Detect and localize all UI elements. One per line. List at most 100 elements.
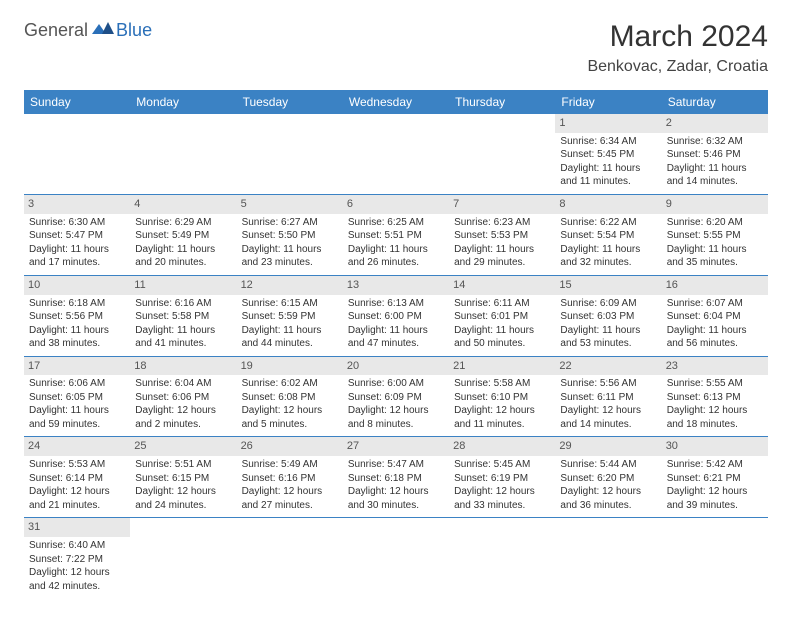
day-number: 19	[237, 357, 343, 376]
sunrise-text: Sunrise: 6:04 AM	[135, 377, 231, 391]
sunrise-text: Sunrise: 6:25 AM	[348, 216, 444, 230]
sunset-text: Sunset: 6:19 PM	[454, 472, 550, 486]
day-number: 24	[24, 437, 130, 456]
sunrise-text: Sunrise: 6:07 AM	[667, 297, 763, 311]
calendar-cell: 4 Sunrise: 6:29 AMSunset: 5:49 PMDaylight…	[130, 194, 236, 275]
sunset-text: Sunset: 5:49 PM	[135, 229, 231, 243]
daylight-text: Daylight: 11 hours and 41 minutes.	[135, 324, 231, 351]
sunrise-text: Sunrise: 6:20 AM	[667, 216, 763, 230]
sunset-text: Sunset: 5:59 PM	[242, 310, 338, 324]
calendar-cell: 31Sunrise: 6:40 AMSunset: 7:22 PMDayligh…	[24, 518, 130, 598]
sunset-text: Sunset: 5:54 PM	[560, 229, 656, 243]
calendar-cell: 29Sunrise: 5:44 AMSunset: 6:20 PMDayligh…	[555, 437, 661, 518]
calendar-cell: 15Sunrise: 6:09 AMSunset: 6:03 PMDayligh…	[555, 275, 661, 356]
calendar-cell: 5 Sunrise: 6:27 AMSunset: 5:50 PMDaylight…	[237, 194, 343, 275]
sunset-text: Sunset: 5:56 PM	[29, 310, 125, 324]
sunrise-text: Sunrise: 6:22 AM	[560, 216, 656, 230]
calendar-cell	[237, 114, 343, 194]
day-number: 1	[555, 114, 661, 133]
sunset-text: Sunset: 6:03 PM	[560, 310, 656, 324]
daylight-text: Daylight: 11 hours and 20 minutes.	[135, 243, 231, 270]
calendar-row: 24Sunrise: 5:53 AMSunset: 6:14 PMDayligh…	[24, 437, 768, 518]
calendar-cell: 11 Sunrise: 6:16 AMSunset: 5:58 PMDayligh…	[130, 275, 236, 356]
sunset-text: Sunset: 6:13 PM	[667, 391, 763, 405]
weekday-saturday: Saturday	[662, 90, 768, 114]
day-number: 14	[449, 276, 555, 295]
sunrise-text: Sunrise: 5:45 AM	[454, 458, 550, 472]
daylight-text: Daylight: 12 hours and 27 minutes.	[242, 485, 338, 512]
daylight-text: Daylight: 11 hours and 23 minutes.	[242, 243, 338, 270]
flag-icon	[92, 20, 114, 41]
sunset-text: Sunset: 5:45 PM	[560, 148, 656, 162]
sunrise-text: Sunrise: 6:32 AM	[667, 135, 763, 149]
calendar-cell: 3Sunrise: 6:30 AMSunset: 5:47 PMDaylight…	[24, 194, 130, 275]
sunset-text: Sunset: 5:51 PM	[348, 229, 444, 243]
calendar-cell	[130, 518, 236, 598]
calendar-cell: 9Sunrise: 6:20 AMSunset: 5:55 PMDaylight…	[662, 194, 768, 275]
weekday-monday: Monday	[130, 90, 236, 114]
sunset-text: Sunset: 6:11 PM	[560, 391, 656, 405]
calendar-cell: 2Sunrise: 6:32 AMSunset: 5:46 PMDaylight…	[662, 114, 768, 194]
sunset-text: Sunset: 5:53 PM	[454, 229, 550, 243]
daylight-text: Daylight: 11 hours and 50 minutes.	[454, 324, 550, 351]
daylight-text: Daylight: 11 hours and 44 minutes.	[242, 324, 338, 351]
sunrise-text: Sunrise: 6:16 AM	[135, 297, 231, 311]
daylight-text: Daylight: 12 hours and 30 minutes.	[348, 485, 444, 512]
calendar-cell	[555, 518, 661, 598]
calendar-cell: 12Sunrise: 6:15 AMSunset: 5:59 PMDayligh…	[237, 275, 343, 356]
day-number: 2	[662, 114, 768, 133]
weekday-wednesday: Wednesday	[343, 90, 449, 114]
sunset-text: Sunset: 5:50 PM	[242, 229, 338, 243]
day-number: 5	[237, 195, 343, 214]
sunset-text: Sunset: 6:00 PM	[348, 310, 444, 324]
sunrise-text: Sunrise: 6:40 AM	[29, 539, 125, 553]
sunset-text: Sunset: 5:46 PM	[667, 148, 763, 162]
calendar-cell: 8Sunrise: 6:22 AMSunset: 5:54 PMDaylight…	[555, 194, 661, 275]
sunrise-text: Sunrise: 5:53 AM	[29, 458, 125, 472]
day-number: 12	[237, 276, 343, 295]
weekday-sunday: Sunday	[24, 90, 130, 114]
calendar-cell: 30Sunrise: 5:42 AMSunset: 6:21 PMDayligh…	[662, 437, 768, 518]
sunset-text: Sunset: 6:04 PM	[667, 310, 763, 324]
calendar-row: 3Sunrise: 6:30 AMSunset: 5:47 PMDaylight…	[24, 194, 768, 275]
calendar-cell: 13Sunrise: 6:13 AMSunset: 6:00 PMDayligh…	[343, 275, 449, 356]
day-number: 6	[343, 195, 449, 214]
daylight-text: Daylight: 12 hours and 11 minutes.	[454, 404, 550, 431]
sunrise-text: Sunrise: 5:44 AM	[560, 458, 656, 472]
daylight-text: Daylight: 12 hours and 18 minutes.	[667, 404, 763, 431]
day-number: 13	[343, 276, 449, 295]
day-number: 11	[130, 276, 236, 295]
daylight-text: Daylight: 12 hours and 8 minutes.	[348, 404, 444, 431]
calendar-cell: 7Sunrise: 6:23 AMSunset: 5:53 PMDaylight…	[449, 194, 555, 275]
day-number: 28	[449, 437, 555, 456]
daylight-text: Daylight: 12 hours and 42 minutes.	[29, 566, 125, 593]
calendar-row: 1Sunrise: 6:34 AMSunset: 5:45 PMDaylight…	[24, 114, 768, 194]
sunrise-text: Sunrise: 6:13 AM	[348, 297, 444, 311]
daylight-text: Daylight: 12 hours and 33 minutes.	[454, 485, 550, 512]
daylight-text: Daylight: 12 hours and 5 minutes.	[242, 404, 338, 431]
daylight-text: Daylight: 11 hours and 59 minutes.	[29, 404, 125, 431]
day-number: 20	[343, 357, 449, 376]
location-label: Benkovac, Zadar, Croatia	[587, 58, 768, 76]
sunset-text: Sunset: 6:01 PM	[454, 310, 550, 324]
sunrise-text: Sunrise: 6:29 AM	[135, 216, 231, 230]
calendar-cell: 23Sunrise: 5:55 AMSunset: 6:13 PMDayligh…	[662, 356, 768, 437]
logo-text-general: General	[24, 20, 88, 41]
calendar-cell: 10Sunrise: 6:18 AMSunset: 5:56 PMDayligh…	[24, 275, 130, 356]
calendar-body: 1 Sunrise: 6:34 AMSunset: 5:45 PM Daylight…	[24, 114, 768, 598]
day-number: 9	[662, 195, 768, 214]
calendar-cell	[237, 518, 343, 598]
calendar-cell: 25Sunrise: 5:51 AMSunset: 6:15 PMDayligh…	[130, 437, 236, 518]
sunrise-text: Sunrise: 6:27 AM	[242, 216, 338, 230]
daylight-text: Daylight: 11 hours and 35 minutes.	[667, 243, 763, 270]
sunrise-text: Sunrise: 5:58 AM	[454, 377, 550, 391]
sunset-text: Sunset: 6:18 PM	[348, 472, 444, 486]
calendar-cell: 14Sunrise: 6:11 AMSunset: 6:01 PMDayligh…	[449, 275, 555, 356]
sunset-text: Sunset: 6:16 PM	[242, 472, 338, 486]
day-number: 4	[130, 195, 236, 214]
sunrise-text: Sunrise: 5:56 AM	[560, 377, 656, 391]
sunrise-text: Sunrise: 6:34 AM	[560, 135, 656, 149]
sunset-text: Sunset: 5:58 PM	[135, 310, 231, 324]
logo: General Blue	[24, 20, 152, 41]
sunrise-text: Sunrise: 6:00 AM	[348, 377, 444, 391]
